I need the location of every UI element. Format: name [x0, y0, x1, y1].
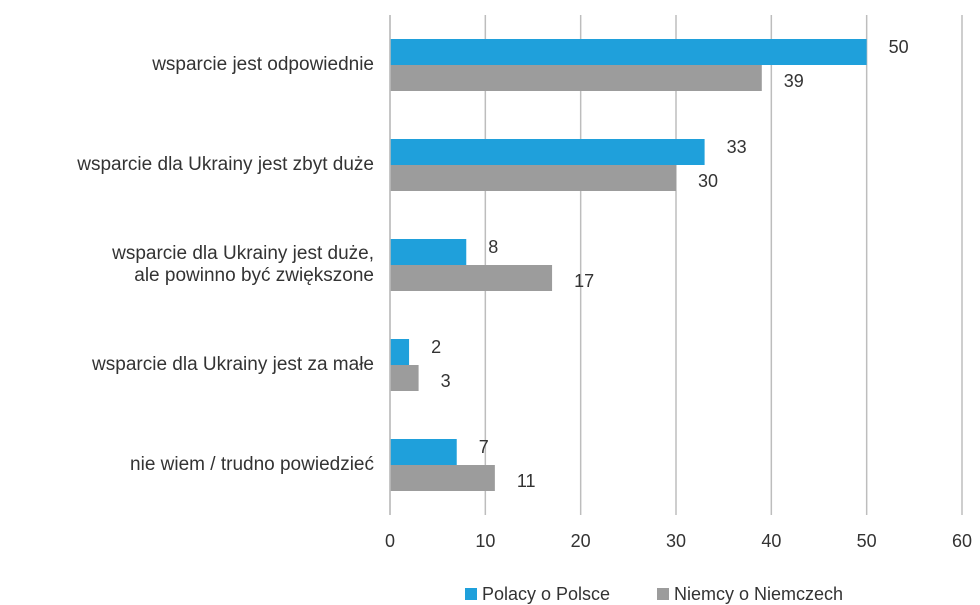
x-tick-label: 40 — [761, 531, 781, 551]
bar — [390, 265, 553, 291]
data-label: 8 — [488, 237, 498, 257]
bar — [390, 165, 676, 191]
data-label: 11 — [517, 471, 536, 491]
bar — [390, 139, 705, 165]
y-tick-label: wsparcie jest odpowiednie — [152, 54, 374, 75]
data-label: 7 — [479, 437, 489, 457]
bar — [390, 339, 410, 365]
y-tick-label: wsparcie dla Ukrainy jest za małe — [92, 354, 374, 375]
y-tick-label: wsparcie dla Ukrainy jest zbyt duże — [77, 154, 374, 175]
legend-label: Niemcy o Niemczech — [674, 584, 843, 604]
y-tick-label: nie wiem / trudno powiedzieć — [130, 454, 374, 475]
legend-label: Polacy o Polsce — [482, 584, 610, 604]
data-label: 33 — [727, 137, 747, 157]
data-label: 17 — [574, 271, 594, 291]
data-label: 50 — [889, 37, 909, 57]
data-label: 3 — [441, 371, 451, 391]
y-tick-label: wsparcie dla Ukrainy jest duże, ale powi… — [112, 243, 374, 286]
data-label: 30 — [698, 171, 718, 191]
legend-swatch — [465, 588, 477, 600]
x-tick-label: 0 — [385, 531, 395, 551]
x-tick-label: 60 — [952, 531, 972, 551]
bar — [390, 39, 867, 65]
bar — [390, 465, 495, 491]
data-label: 2 — [431, 337, 441, 357]
bar — [390, 439, 457, 465]
x-tick-label: 10 — [475, 531, 495, 551]
x-tick-label: 20 — [571, 531, 591, 551]
data-label: 39 — [784, 71, 804, 91]
bar — [390, 65, 762, 91]
bar — [390, 239, 467, 265]
bar — [390, 365, 419, 391]
x-tick-label: 30 — [666, 531, 686, 551]
x-tick-label: 50 — [857, 531, 877, 551]
legend-swatch — [657, 588, 669, 600]
